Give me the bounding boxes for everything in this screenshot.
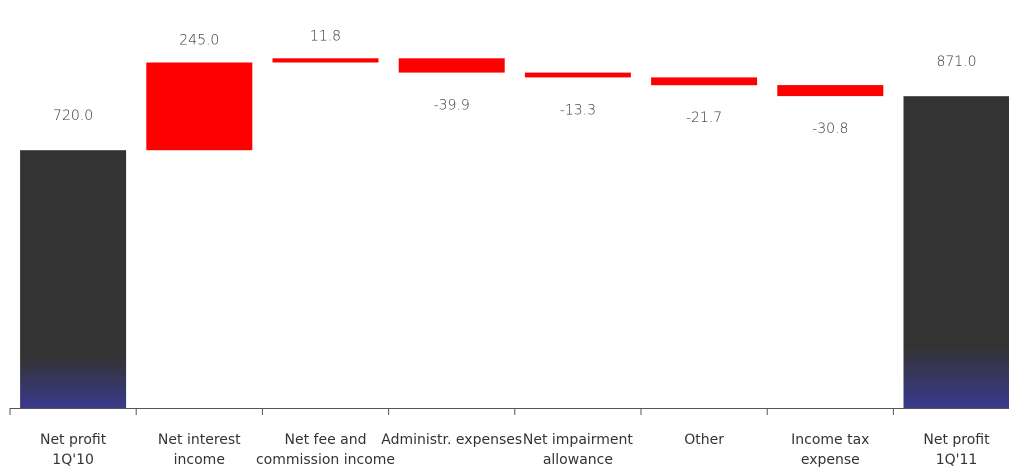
- category-label-3: Net fee and commission income: [256, 432, 395, 468]
- category-label-8: Net profit 1Q'11: [923, 432, 990, 468]
- category-label-4: Administr. expenses: [381, 432, 522, 448]
- category-labels: Net profit 1Q'10 Net interest income Net fee…: [40, 432, 990, 468]
- bar-8: [903, 96, 1009, 408]
- category-label-2: Net interest income: [158, 432, 241, 468]
- category-label-7: Income tax expense: [791, 432, 869, 468]
- bar-4: [398, 58, 505, 73]
- value-label-1: 720.0: [53, 108, 93, 124]
- bar-2: [146, 62, 253, 151]
- value-label-5: -13.3: [560, 102, 596, 118]
- bar-6: [651, 77, 758, 86]
- value-labels: 720.0 245.0 11.8 -39.9 -13.3 -21.7 -30.8 871.0: [53, 28, 976, 137]
- bar-7: [777, 85, 884, 97]
- x-axis: [9, 408, 1009, 415]
- value-label-2: 245.0: [179, 33, 219, 49]
- bar-1: [20, 150, 127, 408]
- value-label-4: -39.9: [434, 98, 470, 114]
- category-label-1: Net profit 1Q'10: [40, 432, 107, 468]
- value-label-8: 871.0: [936, 54, 976, 70]
- category-label-5: Net impairment allowance: [523, 432, 634, 468]
- bar-3: [272, 58, 379, 63]
- value-label-7: -30.8: [812, 121, 848, 137]
- value-label-3: 11.8: [310, 28, 341, 44]
- bar-5: [524, 72, 631, 78]
- value-label-6: -21.7: [686, 110, 722, 126]
- bars-layer: [20, 58, 1009, 408]
- category-label-6: Other: [684, 432, 724, 448]
